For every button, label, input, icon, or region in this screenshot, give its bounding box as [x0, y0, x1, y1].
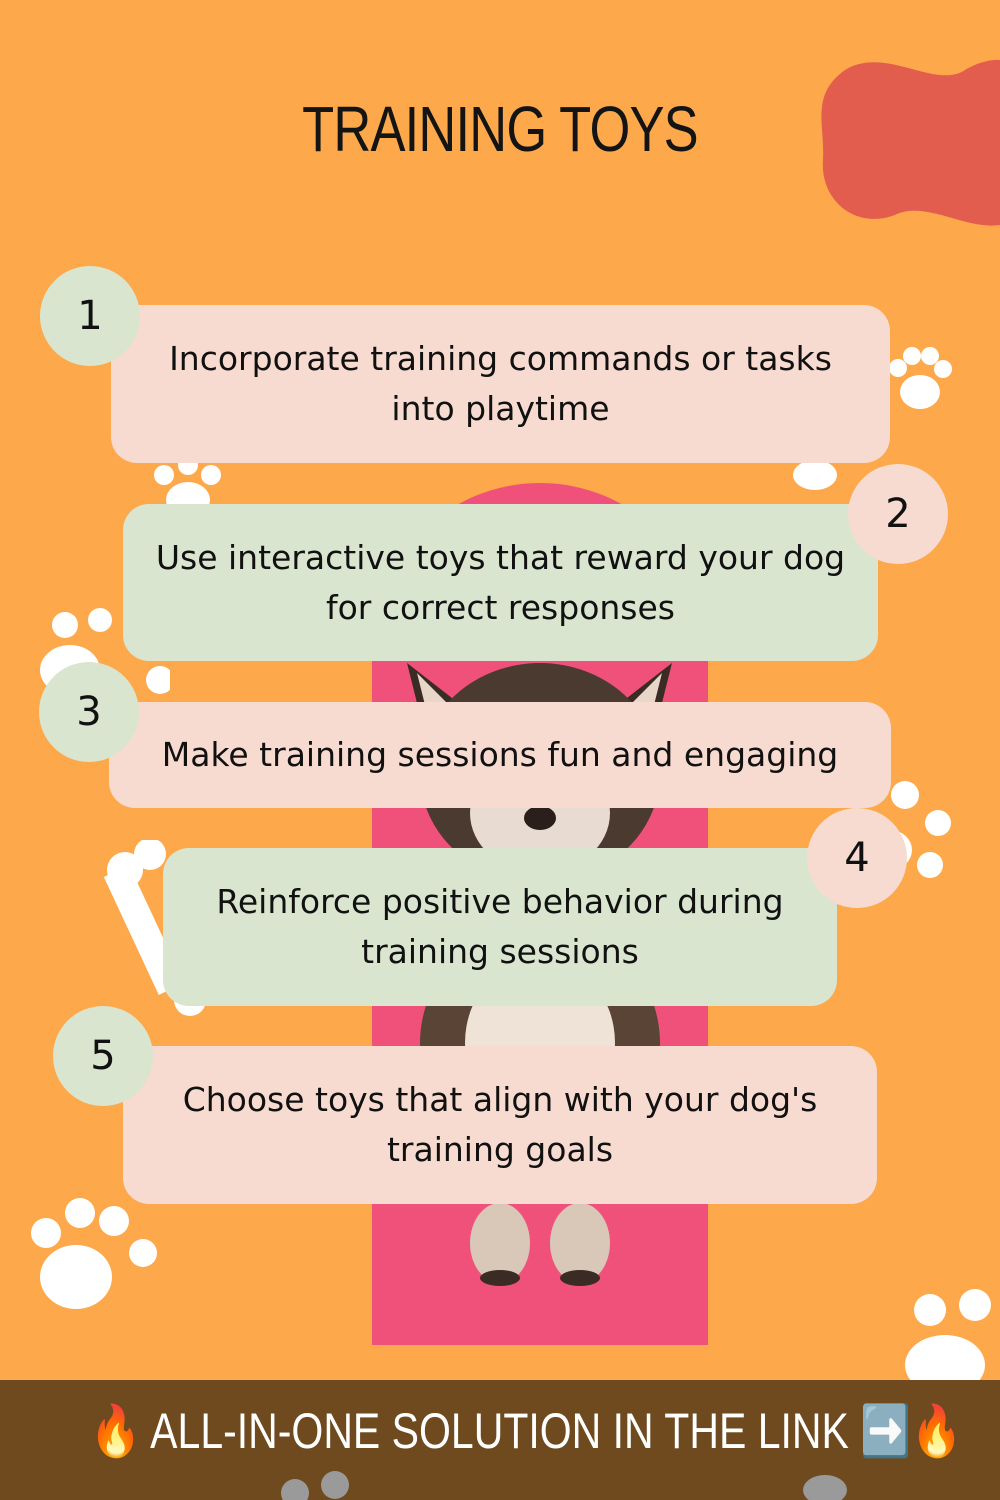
step-text: Make training sessions fun and engaging [161, 735, 839, 774]
page-title: TRAINING TOYS [302, 93, 698, 165]
decorative-blob [821, 59, 1000, 226]
step-card-1: Incorporate training commands or tasks i… [111, 305, 890, 463]
step-number-badge: 5 [53, 1006, 153, 1106]
step-number-badge: 4 [807, 808, 907, 908]
paw-print-icon [793, 460, 837, 490]
footer-cta-link[interactable]: 🔥 ALL-IN-ONE SOLUTION IN THE LINK ➡️🔥 [90, 1403, 963, 1459]
paw-print-icon [889, 347, 952, 409]
paw-print-icon [31, 1198, 157, 1309]
paw-print-icon [803, 1475, 847, 1500]
step-card-5: Choose toys that align with your dog's t… [123, 1046, 877, 1204]
step-number-badge: 3 [39, 662, 139, 762]
step-text: Reinforce positive behavior during train… [216, 882, 784, 971]
step-card-2: Use interactive toys that reward your do… [123, 504, 878, 661]
step-card-4: Reinforce positive behavior during train… [163, 848, 837, 1006]
paw-print-icon [281, 1471, 349, 1500]
step-number-badge: 1 [40, 266, 140, 366]
step-text: Incorporate training commands or tasks i… [169, 339, 832, 428]
step-number-badge: 2 [848, 464, 948, 564]
step-text: Use interactive toys that reward your do… [155, 537, 846, 627]
step-text: Choose toys that align with your dog's t… [182, 1080, 818, 1169]
step-card-3: Make training sessions fun and engaging [109, 702, 891, 808]
